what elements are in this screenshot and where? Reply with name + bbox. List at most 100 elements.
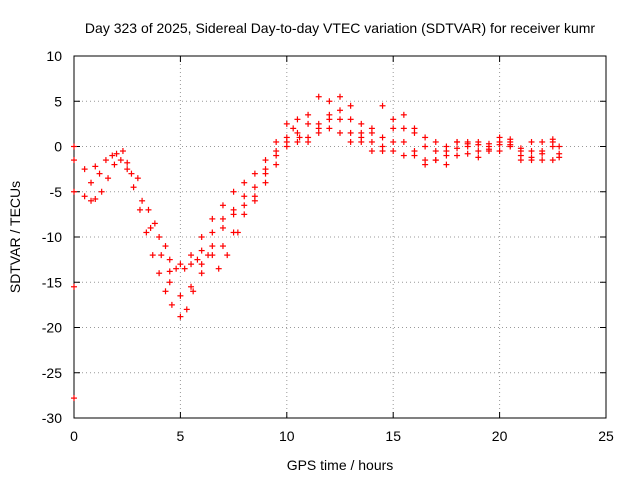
data-point bbox=[188, 283, 195, 290]
data-point bbox=[556, 154, 563, 161]
x-tick-label: 5 bbox=[177, 428, 185, 444]
data-point bbox=[528, 148, 535, 155]
data-point bbox=[496, 141, 503, 148]
data-point bbox=[130, 184, 137, 191]
data-point bbox=[224, 252, 231, 259]
data-point bbox=[117, 157, 124, 164]
data-point bbox=[347, 116, 354, 123]
data-point bbox=[305, 134, 312, 141]
data-point bbox=[166, 256, 173, 263]
data-point bbox=[173, 265, 180, 272]
data-point bbox=[315, 120, 322, 127]
data-point bbox=[294, 129, 301, 136]
grid-lines bbox=[74, 56, 606, 418]
data-point bbox=[347, 102, 354, 109]
data-point bbox=[315, 93, 322, 100]
data-point bbox=[358, 120, 365, 127]
y-tick-label: 5 bbox=[54, 93, 62, 109]
data-point bbox=[496, 148, 503, 155]
data-point bbox=[143, 229, 150, 236]
data-point bbox=[177, 313, 184, 320]
y-tick-label: -10 bbox=[42, 229, 62, 245]
data-point bbox=[198, 234, 205, 240]
data-point bbox=[98, 188, 105, 195]
data-point bbox=[241, 193, 248, 200]
data-point bbox=[209, 243, 216, 250]
data-point bbox=[539, 138, 546, 145]
y-tick-label: -25 bbox=[42, 365, 62, 381]
x-tick-label: 15 bbox=[385, 428, 401, 444]
data-point bbox=[273, 161, 280, 168]
data-point bbox=[539, 157, 546, 164]
y-axis-ticks: 10 5 0 -5 -10 -15 -20 -25 -30 bbox=[42, 48, 606, 426]
x-tick-label: 0 bbox=[70, 428, 78, 444]
data-point bbox=[262, 157, 269, 164]
data-point bbox=[149, 252, 156, 259]
data-point bbox=[156, 234, 163, 240]
data-point bbox=[411, 125, 418, 132]
data-point bbox=[166, 279, 173, 286]
data-point bbox=[296, 134, 303, 141]
data-point bbox=[337, 129, 343, 136]
data-point bbox=[147, 224, 154, 231]
data-point bbox=[156, 270, 163, 277]
data-point bbox=[390, 125, 397, 132]
data-point bbox=[337, 116, 343, 123]
data-point bbox=[71, 395, 77, 402]
data-point bbox=[166, 268, 173, 275]
data-point bbox=[71, 143, 77, 150]
data-point bbox=[234, 229, 241, 236]
data-point bbox=[305, 111, 312, 118]
data-point bbox=[88, 179, 95, 186]
data-point bbox=[454, 152, 461, 159]
y-axis-label: SDTVAR / TECUs bbox=[7, 181, 23, 293]
data-point bbox=[294, 138, 301, 145]
data-point bbox=[262, 166, 269, 173]
data-point bbox=[283, 143, 290, 150]
data-point bbox=[379, 102, 386, 109]
data-point bbox=[358, 134, 365, 141]
data-point bbox=[262, 179, 269, 186]
data-point bbox=[198, 261, 205, 268]
data-point bbox=[71, 283, 77, 290]
data-point bbox=[368, 129, 375, 136]
data-point bbox=[177, 261, 184, 268]
data-point bbox=[454, 138, 461, 145]
data-point bbox=[215, 265, 222, 272]
data-point bbox=[111, 161, 118, 168]
data-point bbox=[139, 197, 146, 204]
data-point bbox=[443, 148, 450, 155]
x-tick-label: 20 bbox=[492, 428, 508, 444]
data-point bbox=[475, 148, 482, 155]
data-point bbox=[528, 138, 535, 145]
data-point bbox=[347, 129, 354, 136]
data-point bbox=[177, 292, 184, 299]
data-point bbox=[102, 157, 109, 164]
data-point bbox=[400, 125, 407, 132]
data-point bbox=[432, 138, 439, 145]
data-point bbox=[168, 301, 175, 308]
data-point bbox=[337, 93, 343, 100]
data-point bbox=[92, 195, 99, 202]
data-point bbox=[368, 138, 375, 145]
data-point bbox=[230, 188, 237, 195]
data-point bbox=[194, 256, 201, 263]
data-point bbox=[113, 150, 120, 157]
data-point bbox=[273, 148, 280, 155]
data-point bbox=[305, 120, 312, 127]
data-point bbox=[251, 170, 258, 177]
data-point bbox=[71, 157, 77, 164]
data-point bbox=[109, 152, 116, 159]
data-point bbox=[119, 148, 126, 155]
data-point bbox=[183, 306, 190, 313]
data-point bbox=[105, 175, 112, 182]
data-point bbox=[136, 206, 143, 213]
data-point bbox=[549, 136, 556, 143]
data-point bbox=[188, 261, 195, 268]
data-point bbox=[151, 220, 158, 227]
y-tick-label: -15 bbox=[42, 274, 62, 290]
data-point bbox=[96, 170, 103, 177]
data-point bbox=[230, 211, 237, 218]
data-point bbox=[517, 145, 524, 152]
